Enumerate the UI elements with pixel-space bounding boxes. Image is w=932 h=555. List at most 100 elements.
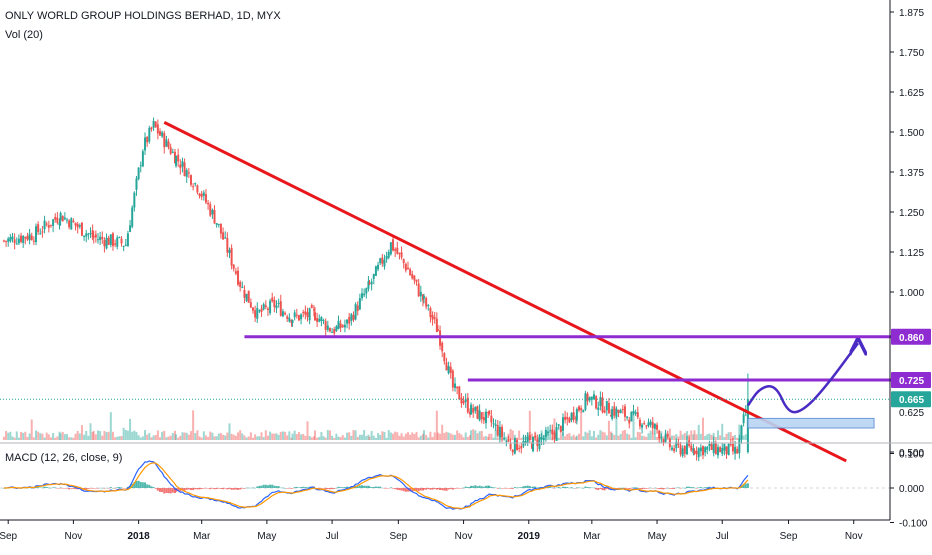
candle-body [542, 437, 545, 440]
volume-bar [111, 431, 114, 440]
candle-body [478, 410, 481, 421]
volume-bar [441, 424, 444, 440]
macd-histogram-bar [536, 487, 539, 489]
volume-bar [409, 434, 412, 440]
macd-histogram-bar [196, 488, 199, 490]
macd-histogram-bar [70, 488, 73, 489]
candle-body [148, 127, 151, 142]
macd-histogram-bar [65, 488, 68, 489]
macd-histogram-bar [628, 488, 631, 490]
candle-body [480, 412, 483, 419]
volume-bar [135, 431, 138, 440]
candle-body [20, 235, 23, 242]
macd-histogram-bar [49, 487, 52, 489]
candle-body [198, 193, 201, 196]
volume-bar [490, 433, 493, 440]
candle-body [9, 237, 12, 242]
macd-histogram-bar [219, 488, 222, 489]
volume-bar [645, 436, 648, 440]
volume-bar [114, 437, 117, 440]
volume-bar [742, 435, 745, 440]
candle-body [599, 397, 602, 407]
candle-body [530, 442, 533, 449]
macd-histogram-bar [148, 484, 151, 488]
volume-bar [318, 436, 321, 440]
candle-body [61, 215, 64, 222]
macd-tick-label: -0.100 [899, 519, 928, 530]
volume-bar [41, 433, 44, 440]
volume-bar [70, 437, 73, 440]
macd-histogram-bar [54, 487, 57, 488]
macd-histogram-bar [702, 487, 705, 489]
volume-bar [433, 432, 436, 440]
macd-histogram-bar [570, 487, 573, 488]
candle-body [291, 320, 294, 323]
volume-bar [417, 437, 420, 440]
candle-body [547, 431, 550, 433]
axes: 1.875 1.750 1.625 1.500 1.375 1.250 1.125 1.000… [0, 0, 932, 542]
candle-body [582, 409, 585, 413]
macd-histogram-bar [706, 487, 709, 488]
macd-histogram-bar [177, 488, 180, 492]
macd-histogram-bar [72, 488, 75, 489]
macd-histogram-bar [96, 488, 99, 489]
volume-bar [511, 430, 514, 440]
candle-body [476, 406, 479, 419]
macd-histogram-bar [421, 488, 424, 491]
macd-histogram-bar [85, 488, 88, 490]
volume-bar [574, 436, 577, 440]
volume-bar [673, 435, 676, 440]
macd-histogram-bar [211, 488, 214, 489]
macd-histogram-bar [215, 488, 218, 489]
macd-histogram-bar [337, 486, 340, 488]
candle-body [394, 249, 397, 251]
candle-body [685, 442, 688, 455]
macd-histogram-bar [109, 487, 112, 488]
candle-body [574, 417, 577, 419]
macd-histogram-bar [617, 488, 620, 489]
candle-body [219, 223, 222, 234]
drawings[interactable] [0, 121, 901, 463]
candle-body [681, 448, 684, 456]
volume-bar [400, 433, 403, 440]
candle-body [173, 151, 176, 164]
macd-histogram-bar [419, 488, 422, 491]
candle-body [312, 309, 315, 311]
macd-histogram-bar [230, 488, 233, 490]
time-tick-label: Nov [65, 531, 83, 542]
volume-bar [636, 431, 639, 440]
volume-bar [96, 430, 99, 440]
volume-bar [322, 436, 325, 440]
volume-bar [251, 437, 254, 440]
macd-histogram-bar [207, 488, 210, 489]
volume-bar [339, 437, 342, 440]
candle-body [370, 281, 373, 285]
macd-histogram-bar [152, 487, 155, 488]
candle-body [300, 314, 303, 320]
macd-histogram-bar [58, 488, 61, 489]
candle-body [555, 427, 558, 441]
volume-bar [372, 435, 375, 440]
volume-bar [87, 435, 90, 440]
volume-bar [158, 437, 161, 440]
candle-body [183, 162, 186, 177]
candle-body [269, 300, 272, 314]
volume-bar [736, 437, 739, 440]
macd-histogram-bar [488, 485, 491, 488]
macd-histogram-bar [656, 488, 659, 489]
macd-histogram-bar [685, 486, 688, 488]
volume-bar [436, 432, 439, 440]
volume-bar [404, 433, 407, 440]
macd-histogram-bar [429, 488, 432, 490]
volume-bar [528, 410, 531, 440]
candle-body [488, 410, 491, 415]
macd-histogram-bar [578, 487, 581, 489]
macd-histogram-bar [603, 488, 606, 491]
volume-bar [161, 431, 164, 440]
candle-body [105, 237, 108, 249]
macd-histogram-bar [101, 487, 104, 489]
volume-bar [443, 433, 446, 440]
candle-body [419, 291, 422, 297]
